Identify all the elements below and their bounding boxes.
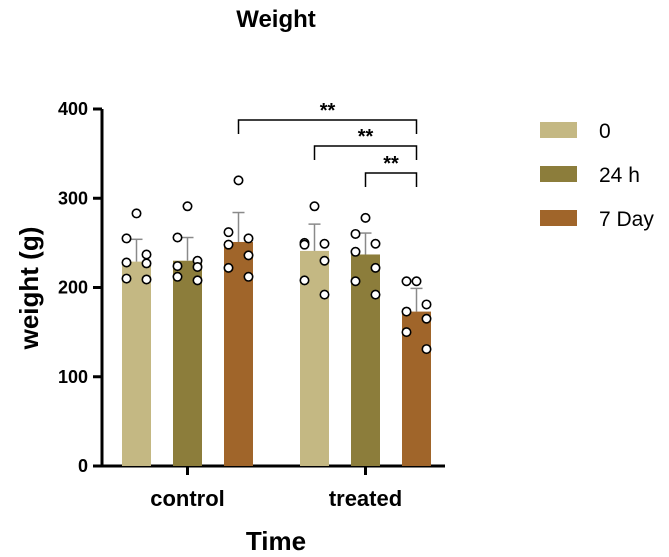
data-point [131, 208, 142, 219]
axes: 0 100 200 300 400 control treated [58, 99, 445, 511]
data-point [121, 257, 132, 268]
data-point [121, 273, 132, 284]
data-point [370, 238, 381, 249]
y-tick-label: 200 [58, 278, 88, 298]
data-point [192, 261, 203, 272]
data-point [299, 275, 310, 286]
legend-label: 7 Day [599, 208, 654, 231]
data-point [370, 262, 381, 273]
data-point [182, 201, 193, 212]
y-axis-title: weight (g) [14, 227, 44, 351]
significance-label: ** [383, 153, 399, 175]
significance-brackets: ** ** ** [237, 100, 418, 187]
data-point [223, 262, 234, 273]
y-tick-label: 100 [58, 367, 88, 387]
significance-label: ** [320, 100, 336, 122]
data-point [350, 228, 361, 239]
data-point [370, 289, 381, 300]
data-point [350, 246, 361, 257]
data-point [223, 239, 234, 250]
bars [122, 241, 431, 466]
data-point [223, 227, 234, 238]
significance-bracket [237, 119, 418, 134]
legend-label: 0 [599, 120, 611, 143]
bar [402, 311, 431, 466]
data-points [121, 175, 432, 355]
data-point [141, 249, 152, 260]
bar [122, 261, 151, 466]
y-tick-label: 0 [78, 456, 88, 476]
data-point [401, 327, 412, 338]
bar [300, 250, 329, 466]
legend-swatch [540, 122, 577, 138]
data-point [172, 232, 183, 243]
data-point [172, 261, 183, 272]
y-tick-label: 300 [58, 188, 88, 208]
legend-swatch [540, 210, 577, 226]
data-point [243, 233, 254, 244]
data-point [411, 276, 422, 287]
error-bars [130, 211, 423, 312]
legend-label: 24 h [599, 164, 640, 187]
data-point [309, 201, 320, 212]
data-point [243, 250, 254, 261]
significance-bracket [364, 172, 418, 187]
data-point [233, 175, 244, 186]
significance-bracket [313, 145, 418, 160]
y-tick-label: 400 [58, 99, 88, 119]
significance-label: ** [358, 126, 374, 148]
data-point [192, 275, 203, 286]
data-point [141, 258, 152, 269]
legend-swatch [540, 166, 577, 182]
x-axis-title: Time [246, 526, 306, 556]
data-point [421, 313, 432, 324]
x-tick-label: control [150, 486, 225, 511]
legend: 0 24 h 7 Day [540, 120, 654, 231]
data-point [360, 212, 371, 223]
data-point [350, 276, 361, 287]
data-point [319, 255, 330, 266]
x-tick-label: treated [329, 486, 402, 511]
data-point [421, 344, 432, 355]
data-point [319, 289, 330, 300]
data-point [141, 274, 152, 285]
data-point [319, 238, 330, 249]
bar [173, 260, 202, 466]
chart-title: Weight [236, 6, 316, 33]
data-point [121, 233, 132, 244]
data-point [401, 276, 412, 287]
data-point [421, 299, 432, 310]
data-point [172, 271, 183, 282]
data-point [299, 239, 310, 250]
data-point [401, 306, 412, 317]
data-point [243, 271, 254, 282]
